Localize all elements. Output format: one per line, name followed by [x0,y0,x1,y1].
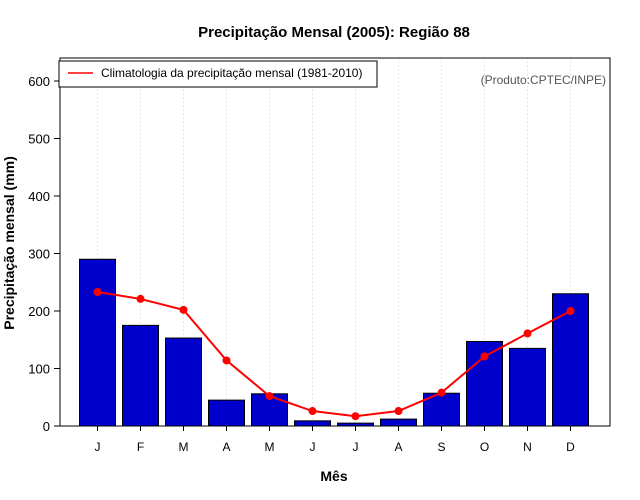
x-tick-label: J [353,440,359,454]
x-tick-label: M [265,440,275,454]
y-tick-label: 500 [28,132,50,147]
y-tick-label: 0 [43,419,50,434]
climatology-line [93,288,575,421]
climatology-point [480,352,489,361]
climatology-point [566,307,575,315]
climatology-point [308,407,317,416]
x-tick-label: N [523,440,532,454]
legend-box [58,60,378,88]
y-tick-label: 300 [28,247,50,262]
legend-label: Climatologia da precipitação mensal (198… [101,66,362,80]
y-tick-label: 400 [28,189,50,204]
credit-text: (Produto:CPTEC/INPE) [481,73,606,87]
x-tick-label: A [222,440,230,454]
plot-frame [59,57,611,427]
climatology-point [351,412,360,421]
y-axis: 0 100 200 300 400 500 600 [28,74,60,434]
x-tick-label: M [179,440,189,454]
climatology-point [93,288,102,297]
climatology-point [394,407,403,416]
x-tick-label: J [310,440,316,454]
precipitation-bar [552,293,589,427]
climatology-point [265,392,274,401]
precipitation-bar [79,258,116,427]
climatology-point [179,305,188,314]
climatology-series-line [97,291,571,418]
precipitation-bar [251,393,288,427]
x-tick-label: O [480,440,489,454]
precipitation-bar [165,337,202,427]
precipitation-bar [509,347,546,427]
x-axis-title: Mês [320,468,347,484]
x-tick-label: F [137,440,144,454]
precipitation-bar [122,324,159,427]
y-tick-label: 100 [28,362,50,377]
climatology-point [523,329,532,338]
y-axis-title: Precipitação mensal (mm) [1,156,17,330]
precipitation-bar [208,399,245,427]
y-tick-label: 600 [28,74,50,89]
precipitation-bar [380,418,417,427]
x-tick-label: J [95,440,101,454]
chart-title: Precipitação Mensal (2005): Região 88 [198,24,470,41]
x-tick-label: A [394,440,402,454]
y-tick-label: 200 [28,304,50,319]
climatology-point [136,294,145,303]
precipitation-bar [294,420,331,427]
x-tick-label: D [566,440,575,454]
legend: Climatologia da precipitação mensal (198… [58,60,378,88]
climatology-point [437,388,446,397]
climatology-point [222,356,231,365]
grid [97,58,571,426]
x-tick-label: S [437,440,445,454]
